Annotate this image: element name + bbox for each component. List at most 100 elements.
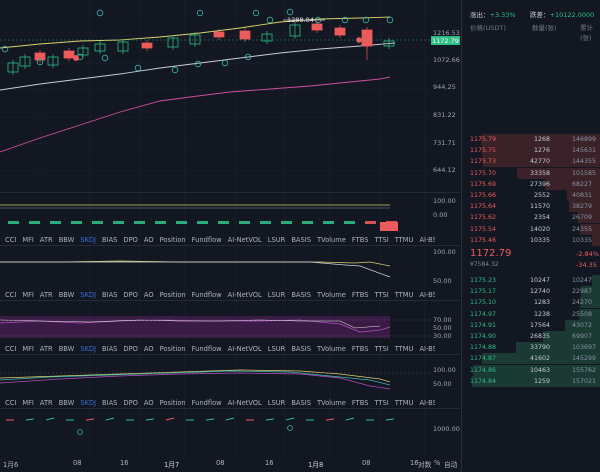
indicator-tab-ao[interactable]: AO bbox=[143, 236, 154, 244]
indicator-tab-ftbs[interactable]: FTBS bbox=[351, 236, 369, 244]
indicator-tab-skdj[interactable]: SKDJ bbox=[80, 345, 97, 353]
ask-row[interactable]: 1175.54 14020 24355 bbox=[462, 223, 600, 235]
indicator-tab-skdj[interactable]: SKDJ bbox=[80, 236, 97, 244]
percent-toggle[interactable]: % bbox=[434, 459, 441, 467]
indicator-tab-mfi[interactable]: MFI bbox=[22, 236, 34, 244]
ask-row[interactable]: 1175.75 1276 145631 bbox=[462, 145, 600, 157]
indicator-tab-ttsi[interactable]: TTSI bbox=[374, 236, 389, 244]
bid-row[interactable]: 1175.10 1283 24270 bbox=[462, 297, 600, 309]
indicator-tab-ttmu[interactable]: TTMU bbox=[394, 236, 414, 244]
panel-divider[interactable] bbox=[0, 354, 460, 355]
ask-row[interactable]: 1175.46 10335 10335 bbox=[462, 234, 600, 246]
indicator-tab-ttmu[interactable]: TTMU bbox=[394, 345, 414, 353]
ask-row[interactable]: 1175.69 27396 68227 bbox=[462, 178, 600, 190]
indicator-tab-fundflow[interactable]: Fundflow bbox=[191, 236, 222, 244]
indicator-tab-atr[interactable]: ATR bbox=[39, 345, 53, 353]
panel-splitter[interactable] bbox=[461, 0, 462, 472]
indicator-tab-bias[interactable]: BIAS bbox=[102, 345, 118, 353]
auto-scale-toggle[interactable]: 自动 bbox=[444, 461, 458, 469]
ask-row[interactable]: 1175.73 42770 144355 bbox=[462, 156, 600, 168]
indicator-tab-lsur[interactable]: LSUR bbox=[267, 345, 286, 353]
indicator-tab-ai-bsi[interactable]: AI-BSI bbox=[419, 291, 435, 299]
indicator-tab-bbw[interactable]: BBW bbox=[58, 345, 75, 353]
log-scale-toggle[interactable]: 对数 bbox=[418, 461, 432, 469]
indicator-tab-basis[interactable]: BASIS bbox=[291, 345, 311, 353]
indicator-tab-mfi[interactable]: MFI bbox=[22, 291, 34, 299]
ask-row[interactable]: 1175.64 11570 38279 bbox=[462, 201, 600, 213]
indicator-tab-tvolume[interactable]: TVolume bbox=[316, 291, 346, 299]
bid-row[interactable]: 1174.87 41602 145299 bbox=[462, 353, 600, 365]
indicator-tab-dpo[interactable]: DPO bbox=[123, 399, 138, 407]
indicator-tab-bias[interactable]: BIAS bbox=[102, 399, 118, 407]
indicator-tab-bias[interactable]: BIAS bbox=[102, 291, 118, 299]
indicator-tab-ao[interactable]: AO bbox=[143, 345, 154, 353]
indicator-tab-ttsi[interactable]: TTSI bbox=[374, 399, 389, 407]
indicator-tab-cci[interactable]: CCI bbox=[5, 236, 17, 244]
indicator-tab-dpo[interactable]: DPO bbox=[123, 291, 138, 299]
indicator-tab-ftbs[interactable]: FTBS bbox=[351, 345, 369, 353]
indicator-tab-bbw[interactable]: BBW bbox=[58, 236, 75, 244]
indicator-tab-ttsi[interactable]: TTSI bbox=[374, 345, 389, 353]
indicator-tab-dpo[interactable]: DPO bbox=[123, 236, 138, 244]
indicator-tab-tvolume[interactable]: TVolume bbox=[316, 399, 346, 407]
indicator-tab-ai-bsi[interactable]: AI-BSI bbox=[419, 399, 435, 407]
ask-row[interactable]: 1175.62 2354 26709 bbox=[462, 212, 600, 224]
bid-row[interactable]: 1175.23 10247 10247 bbox=[462, 275, 600, 286]
bid-row[interactable]: 1174.88 33790 103697 bbox=[462, 342, 600, 354]
indicator-tab-mfi[interactable]: MFI bbox=[22, 399, 34, 407]
indicator-tab-tvolume[interactable]: TVolume bbox=[316, 345, 346, 353]
indicator-tab-basis[interactable]: BASIS bbox=[291, 236, 311, 244]
indicator-tab-cci[interactable]: CCI bbox=[5, 399, 17, 407]
indicator-tab-bias[interactable]: BIAS bbox=[102, 236, 118, 244]
indicator-tab-ao[interactable]: AO bbox=[143, 399, 154, 407]
ask-row[interactable]: 1175.66 2552 40831 bbox=[462, 190, 600, 201]
indicator-tab-ai-netvol[interactable]: AI-NetVOL bbox=[227, 399, 262, 407]
indicator-tab-dpo[interactable]: DPO bbox=[123, 345, 138, 353]
indicator-tab-fundflow[interactable]: Fundflow bbox=[191, 345, 222, 353]
bid-row[interactable]: 1175.17 12740 22987 bbox=[462, 286, 600, 298]
ask-row[interactable]: 1175.79 1268 146899 bbox=[462, 134, 600, 145]
indicator-tab-tvolume[interactable]: TVolume bbox=[316, 236, 346, 244]
indicator-tab-position[interactable]: Position bbox=[159, 291, 186, 299]
bid-row[interactable]: 1174.97 1238 25508 bbox=[462, 308, 600, 320]
indicator-tab-lsur[interactable]: LSUR bbox=[267, 236, 286, 244]
indicator-tab-ttsi[interactable]: TTSI bbox=[374, 291, 389, 299]
indicator-tab-cci[interactable]: CCI bbox=[5, 345, 17, 353]
indicator-tab-position[interactable]: Position bbox=[159, 399, 186, 407]
indicator-tab-ftbs[interactable]: FTBS bbox=[351, 399, 369, 407]
indicator-tab-ttmu[interactable]: TTMU bbox=[394, 291, 414, 299]
indicator-tab-ao[interactable]: AO bbox=[143, 291, 154, 299]
indicator-tab-lsur[interactable]: LSUR bbox=[267, 291, 286, 299]
indicator-tab-cci[interactable]: CCI bbox=[5, 291, 17, 299]
indicator-tab-fundflow[interactable]: Fundflow bbox=[191, 291, 222, 299]
ask-row[interactable]: 1175.70 33358 101585 bbox=[462, 167, 600, 179]
indicator-tab-atr[interactable]: ATR bbox=[39, 399, 53, 407]
indicator-tab-ttmu[interactable]: TTMU bbox=[394, 399, 414, 407]
panel-divider[interactable] bbox=[0, 408, 460, 409]
indicator-tab-ai-netvol[interactable]: AI-NetVOL bbox=[227, 236, 262, 244]
indicator-tab-ai-netvol[interactable]: AI-NetVOL bbox=[227, 345, 262, 353]
indicator-tab-bbw[interactable]: BBW bbox=[58, 291, 75, 299]
indicator-tab-skdj[interactable]: SKDJ bbox=[80, 399, 97, 407]
indicator-tab-position[interactable]: Position bbox=[159, 236, 186, 244]
panel-divider[interactable] bbox=[0, 192, 460, 193]
panel-divider[interactable] bbox=[0, 245, 460, 246]
indicator-tab-ai-bsi[interactable]: AI-BSI bbox=[419, 236, 435, 244]
chart-area[interactable]: 1216.53 1072.66 944.25 831.22 731.71 644.12 12… bbox=[0, 0, 460, 472]
indicator-tab-ftbs[interactable]: FTBS bbox=[351, 291, 369, 299]
indicator-tab-fundflow[interactable]: Fundflow bbox=[191, 399, 222, 407]
bid-row[interactable]: 1174.86 10463 155762 bbox=[462, 364, 600, 376]
indicator-tab-atr[interactable]: ATR bbox=[39, 291, 53, 299]
indicator-tab-ai-bsi[interactable]: AI-BSI bbox=[419, 345, 435, 353]
indicator-tab-position[interactable]: Position bbox=[159, 345, 186, 353]
panel-divider[interactable] bbox=[0, 300, 460, 301]
bid-row[interactable]: 1174.84 1259 157021 bbox=[462, 375, 600, 387]
bid-row[interactable]: 1174.91 17564 43072 bbox=[462, 319, 600, 331]
indicator-tab-bbw[interactable]: BBW bbox=[58, 399, 75, 407]
price-chart-canvas[interactable]: 1216.53 1072.66 944.25 831.22 731.71 644.12 12… bbox=[0, 0, 460, 472]
indicator-tab-mfi[interactable]: MFI bbox=[22, 345, 34, 353]
indicator-tab-ai-netvol[interactable]: AI-NetVOL bbox=[227, 291, 262, 299]
indicator-tab-atr[interactable]: ATR bbox=[39, 236, 53, 244]
indicator-tab-basis[interactable]: BASIS bbox=[291, 291, 311, 299]
indicator-tab-basis[interactable]: BASIS bbox=[291, 399, 311, 407]
